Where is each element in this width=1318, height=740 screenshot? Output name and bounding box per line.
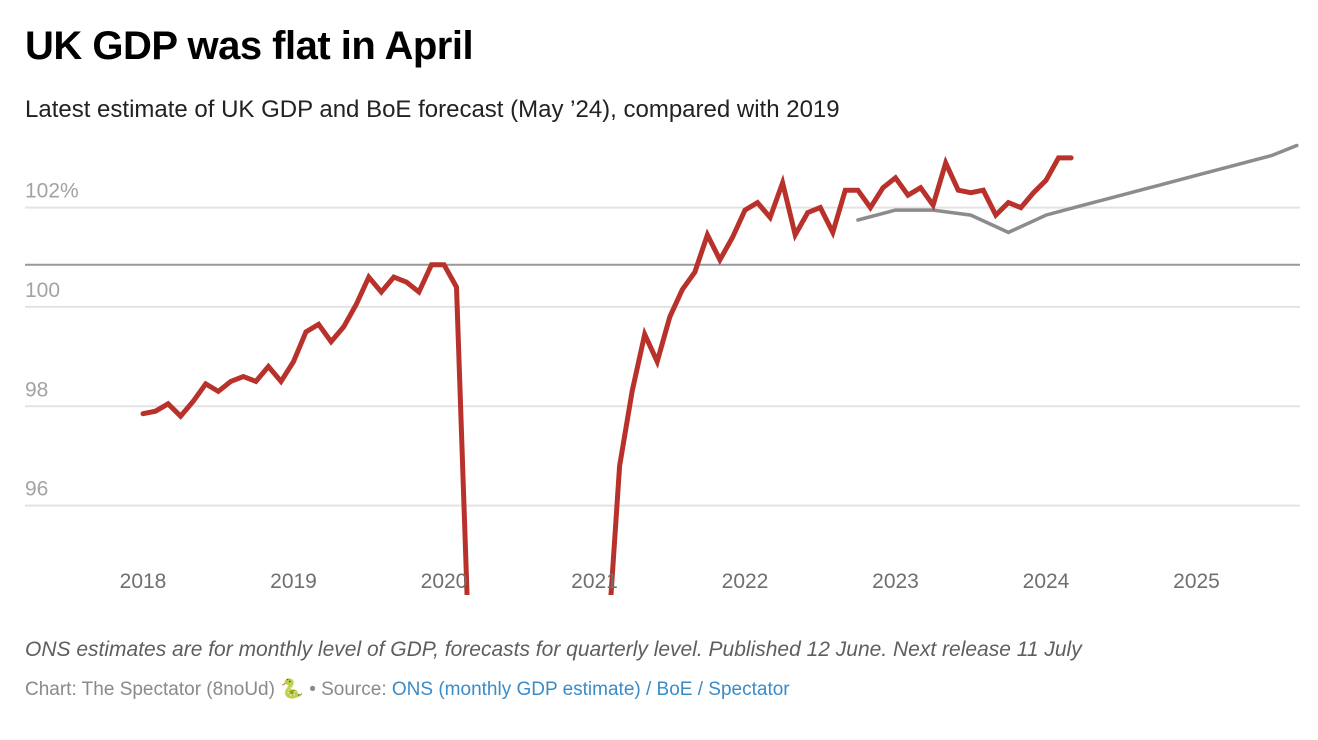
series-lines xyxy=(140,143,1299,595)
line-chart: 102% 100 98 96 2018 2019 2020 2021 2022 2023 2024… xyxy=(25,143,1300,595)
y-tick-label: 102% xyxy=(25,180,79,203)
x-tick-label: 2025 xyxy=(1173,570,1220,593)
x-tick-label: 2023 xyxy=(872,570,919,593)
chart-credit: Chart: The Spectator (8noUd) 🐍 • Source:… xyxy=(25,677,790,701)
x-tick-label: 2022 xyxy=(722,570,769,593)
x-tick-label: 2021 xyxy=(571,570,618,593)
credit-text: Chart: The Spectator (8noUd) xyxy=(25,679,275,700)
x-tick-label: 2018 xyxy=(120,570,167,593)
chart-subtitle: Latest estimate of UK GDP and BoE foreca… xyxy=(25,96,840,123)
gridlines xyxy=(25,206,1300,507)
y-tick-label: 96 xyxy=(25,478,48,501)
snake-icon: 🐍 xyxy=(280,679,304,700)
series-line-boe-forecast xyxy=(856,143,1299,235)
chart-note: ONS estimates are for monthly level of G… xyxy=(25,638,1082,661)
x-tick-label: 2020 xyxy=(421,570,468,593)
x-tick-label: 2019 xyxy=(270,570,317,593)
chart-title: UK GDP was flat in April xyxy=(25,24,474,68)
y-tick-label: 100 xyxy=(25,279,60,302)
y-tick-label: 98 xyxy=(25,378,48,401)
source-link[interactable]: ONS (monthly GDP estimate) / BoE / Spect… xyxy=(391,679,790,700)
y-axis-ticks: 102% 100 98 96 xyxy=(25,180,79,501)
x-axis-ticks: 2018 2019 2020 2021 2022 2023 2024 2025 xyxy=(120,570,1220,593)
series-line-ons-gdp xyxy=(140,155,1074,595)
source-label: • Source: xyxy=(309,679,387,700)
x-tick-label: 2024 xyxy=(1023,570,1070,593)
